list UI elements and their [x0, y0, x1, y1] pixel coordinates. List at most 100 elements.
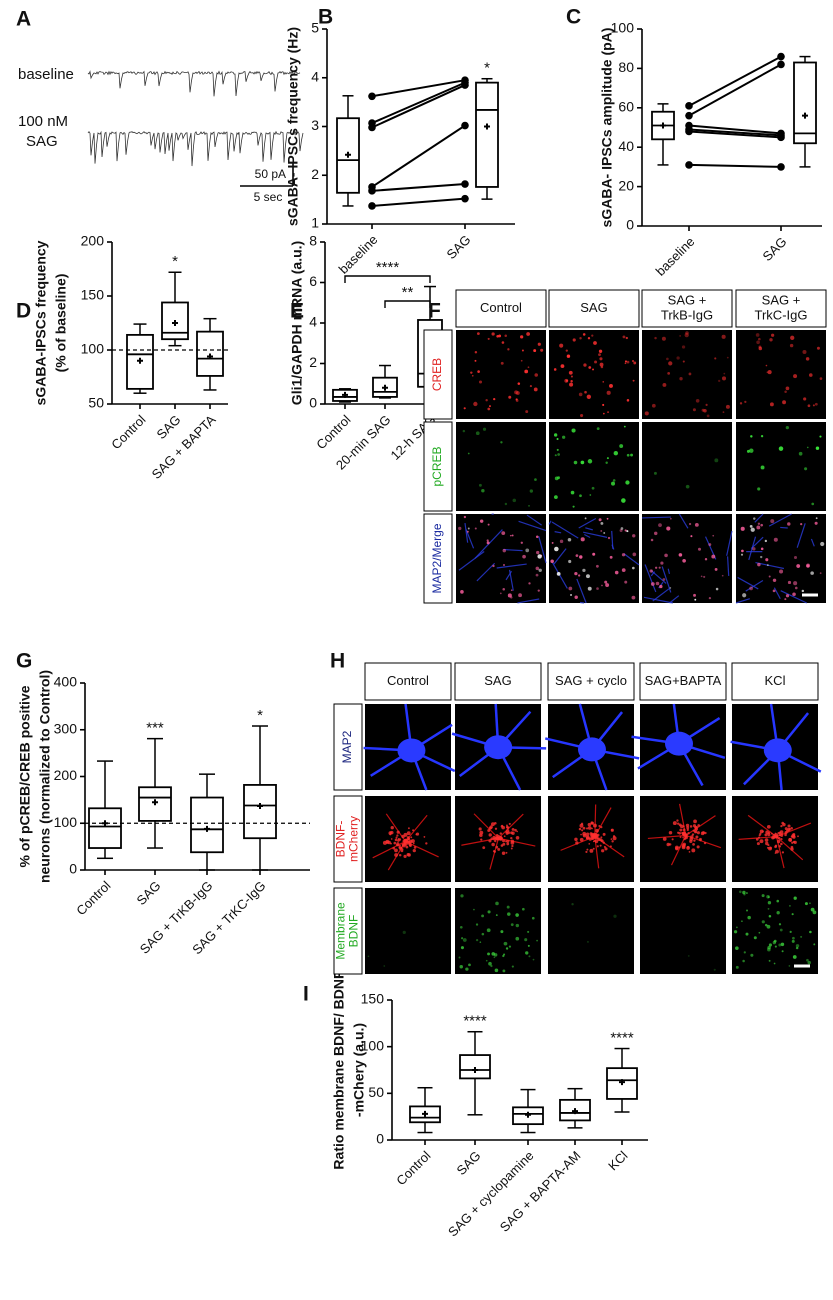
vesicle — [394, 853, 398, 857]
vesicle — [511, 827, 515, 831]
cell — [535, 566, 540, 571]
cell — [809, 373, 813, 377]
cell — [745, 909, 749, 912]
cell — [624, 362, 627, 365]
dendrite — [650, 571, 656, 577]
vesicle — [598, 825, 601, 828]
vesicle — [764, 833, 768, 837]
y-tick-label: 0 — [309, 395, 317, 411]
cell — [756, 340, 760, 345]
cell — [793, 555, 798, 560]
row-header — [423, 421, 453, 512]
cell — [654, 566, 658, 569]
dendrite — [670, 835, 687, 866]
mean-marker — [207, 353, 213, 360]
column-title: SAG + — [762, 292, 801, 307]
dendrite — [754, 513, 764, 523]
vesicle — [679, 828, 683, 832]
cell — [511, 965, 514, 968]
pair-point — [685, 161, 693, 169]
cell — [568, 559, 572, 564]
cell — [498, 334, 502, 338]
panel-label: A — [16, 8, 31, 31]
cell — [487, 407, 491, 411]
vesicle — [781, 851, 785, 854]
vesicle — [788, 828, 791, 831]
vesicle — [505, 840, 508, 843]
cell — [598, 349, 603, 353]
dendrite — [584, 533, 591, 539]
row-header — [333, 887, 363, 975]
vesicle — [591, 827, 593, 830]
cell — [790, 335, 795, 340]
cell — [681, 345, 686, 349]
micrograph — [736, 422, 826, 511]
cell — [533, 349, 537, 353]
vesicle — [680, 824, 684, 829]
cell — [704, 558, 708, 561]
dendrite — [644, 564, 657, 593]
cell — [630, 453, 634, 457]
cell — [767, 901, 772, 905]
micrograph — [365, 888, 451, 974]
vesicle — [390, 842, 392, 845]
row-title: Membrane — [334, 902, 348, 960]
dendrite — [738, 836, 777, 840]
cell — [487, 523, 490, 526]
vesicle — [789, 839, 792, 842]
cell — [580, 537, 585, 542]
cell — [820, 541, 825, 547]
dendrite — [594, 804, 597, 837]
cell — [633, 361, 637, 365]
cell — [492, 564, 495, 568]
cell — [553, 368, 557, 371]
dendrite — [554, 531, 562, 534]
cell — [695, 398, 700, 403]
cell — [758, 337, 761, 341]
cell — [774, 945, 777, 948]
cell — [550, 559, 554, 563]
vesicle — [511, 844, 514, 848]
cell — [650, 582, 655, 586]
vesicle — [578, 827, 582, 831]
cell — [684, 332, 689, 338]
panel-label: B — [318, 6, 333, 29]
cell — [537, 589, 540, 592]
vesicle — [691, 833, 695, 836]
pair-point — [368, 123, 376, 132]
cell — [632, 379, 635, 382]
vesicle — [502, 842, 506, 846]
vesicle — [494, 827, 498, 830]
mean-marker — [472, 1067, 478, 1073]
pair-point — [461, 81, 469, 89]
cell — [458, 956, 461, 959]
y-axis-title: sGABA- IPSCs frequency (Hz) — [285, 27, 301, 226]
row-title: BDNF — [347, 915, 361, 948]
cell — [815, 446, 820, 450]
vesicle — [505, 831, 509, 835]
box — [475, 81, 499, 188]
cell — [792, 936, 795, 940]
dendrite — [780, 526, 788, 529]
dendrite — [579, 601, 585, 604]
cell — [479, 941, 482, 943]
vesicle — [407, 840, 411, 844]
cell — [500, 930, 504, 934]
panel-label: I — [303, 983, 309, 1006]
dendrite — [776, 836, 804, 861]
cell — [669, 587, 672, 589]
vesicle — [774, 834, 779, 839]
vesicle — [676, 822, 680, 825]
y-tick-label: 200 — [54, 767, 78, 783]
cell — [462, 938, 467, 942]
cell — [667, 371, 671, 375]
vesicle — [692, 829, 695, 832]
dendrite — [685, 815, 716, 836]
cell — [517, 382, 521, 385]
cell — [586, 394, 592, 399]
cell — [460, 590, 464, 594]
cell — [475, 431, 480, 436]
cell — [571, 903, 574, 906]
cell — [595, 564, 599, 568]
cell — [493, 953, 498, 957]
